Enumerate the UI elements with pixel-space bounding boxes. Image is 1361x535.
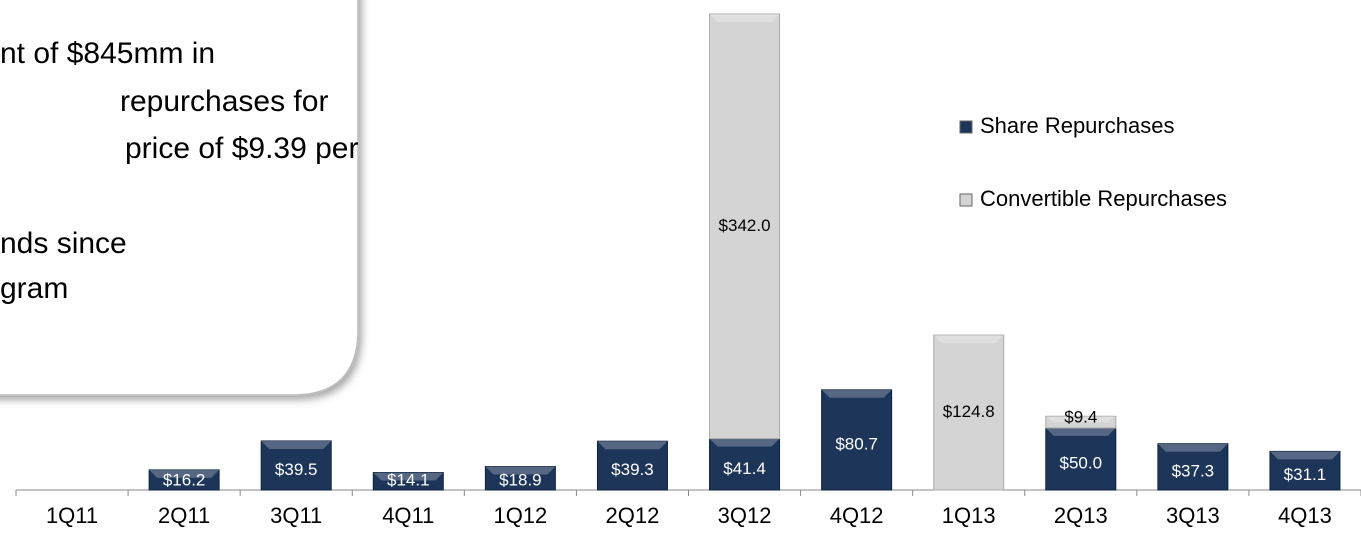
- annotation-line: nt of $845mm in: [0, 37, 215, 70]
- bar-bevel: [485, 466, 556, 475]
- bar-bevel: [373, 472, 444, 481]
- data-label: $50.0: [1060, 453, 1103, 472]
- annotation-line: price of $9.39 per: [125, 132, 358, 165]
- x-tick-label: 3Q12: [718, 503, 772, 528]
- data-label: $9.4: [1064, 408, 1097, 427]
- data-label: $342.0: [719, 216, 771, 235]
- bar-segment: [821, 389, 893, 491]
- x-tick-label: 3Q13: [1166, 503, 1220, 528]
- bar-segment: [1269, 450, 1341, 491]
- x-tick-label: 2Q12: [606, 503, 660, 528]
- bar-bevel: [709, 14, 780, 22]
- text-box: [0, 0, 359, 396]
- x-tick-label: 2Q13: [1054, 503, 1108, 528]
- data-label: $39.3: [611, 460, 654, 479]
- bar-bevel: [261, 440, 332, 449]
- bar-bevel: [1045, 416, 1116, 423]
- legend-label: Share Repurchases: [980, 113, 1174, 138]
- bar-segment: [933, 334, 1005, 491]
- bar-segment: [596, 440, 668, 491]
- bar-bevel: [1269, 451, 1340, 460]
- data-label: $18.9: [499, 470, 542, 489]
- x-tick-label: 4Q12: [830, 503, 884, 528]
- x-tick-label: 2Q11: [158, 503, 210, 528]
- data-label: $80.7: [835, 434, 878, 453]
- bar-bevel: [149, 469, 220, 478]
- x-tick-label: 4Q13: [1278, 503, 1332, 528]
- annotation-line: repurchases for: [120, 85, 328, 118]
- legend-swatch: [959, 193, 973, 207]
- bar-segment: [260, 440, 332, 491]
- legend-label: Convertible Repurchases: [980, 186, 1227, 211]
- data-label: $37.3: [1172, 461, 1215, 480]
- data-label: $124.8: [943, 402, 995, 421]
- bar-segment: [148, 469, 220, 491]
- data-label: $41.4: [723, 459, 766, 478]
- bar-segment: [709, 13, 781, 440]
- x-tick-label: 1Q12: [493, 503, 547, 528]
- annotation-line: gram: [0, 272, 68, 305]
- data-label: $14.1: [387, 470, 430, 489]
- bar-bevel: [1045, 427, 1116, 436]
- annotation-line: nds since: [0, 227, 127, 260]
- data-label: $39.5: [275, 460, 318, 479]
- legend-swatch: [959, 120, 973, 134]
- bar-segment: [484, 466, 556, 491]
- bar-bevel: [821, 389, 892, 398]
- data-label: $31.1: [1284, 465, 1327, 484]
- bar-bevel: [1157, 443, 1228, 452]
- bar-bevel: [709, 438, 780, 447]
- x-tick-label: 4Q11: [382, 503, 434, 528]
- bar-segment: [709, 438, 781, 491]
- bar-bevel: [597, 441, 668, 450]
- data-label: $16.2: [163, 470, 206, 489]
- bar-bevel: [933, 335, 1004, 344]
- x-tick-label: 1Q11: [46, 503, 98, 528]
- x-tick-label: 3Q11: [270, 503, 322, 528]
- bar-segment: [372, 471, 444, 491]
- x-tick-label: 1Q13: [942, 503, 996, 528]
- bar-segment: [1157, 443, 1229, 491]
- annotations: nt of $845mm in repurchases for price of $…: [0, 37, 358, 305]
- bar-segment: [1045, 415, 1117, 429]
